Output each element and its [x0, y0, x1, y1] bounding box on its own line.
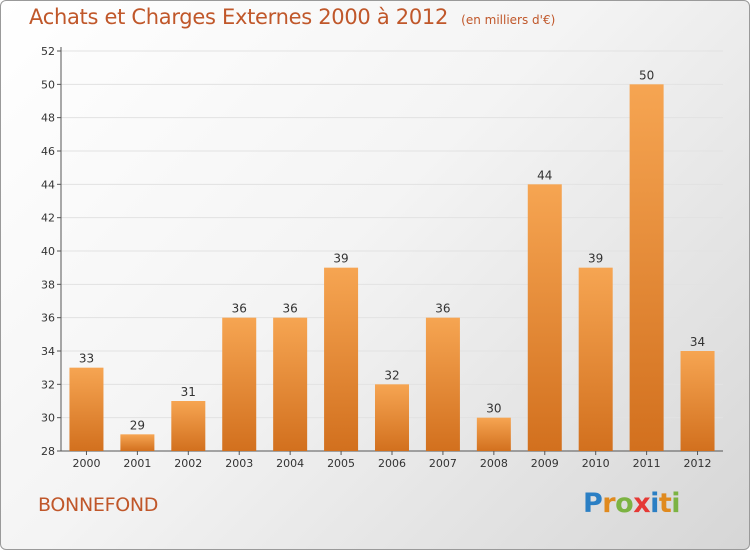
chart-subtitle: (en milliers d'€) — [461, 13, 556, 27]
bar — [222, 317, 257, 451]
bar-value-label: 31 — [181, 385, 196, 399]
x-tick-label: 2001 — [123, 457, 151, 470]
bar-value-label: 32 — [384, 368, 399, 382]
labels: 2000 33 2001 29 2002 31 2003 36 2004 36 2005 39 2006… — [72, 68, 711, 470]
bar — [375, 384, 409, 451]
y-tick-label: 50 — [41, 78, 55, 91]
bar-value-label: 36 — [232, 302, 247, 316]
bar-value-label: 33 — [79, 352, 94, 366]
x-tick-label: 2002 — [174, 457, 202, 470]
chart-title: Achats et Charges Externes 2000 à 2012 — [29, 5, 449, 29]
y-tick-label: 52 — [41, 45, 55, 58]
y-tick-label: 38 — [41, 278, 55, 291]
x-tick-label: 2010 — [582, 457, 610, 470]
bar-value-label: 39 — [333, 252, 348, 266]
x-tick-label: 2008 — [480, 457, 508, 470]
commune-name: BONNEFOND — [38, 494, 159, 516]
bar-value-label: 30 — [486, 402, 501, 416]
logo-letter: o — [615, 488, 634, 519]
y-tick-label: 28 — [41, 445, 55, 458]
bar — [476, 417, 511, 451]
y-tick-label: 48 — [41, 112, 55, 125]
x-tick-label: 2009 — [531, 457, 559, 470]
bar — [578, 267, 613, 451]
x-tick-label: 2012 — [684, 457, 712, 470]
bar-value-label: 34 — [690, 335, 705, 349]
logo-letter: x — [633, 488, 651, 519]
bar-value-label: 36 — [283, 302, 298, 316]
x-tick-label: 2003 — [225, 457, 253, 470]
bar — [527, 184, 562, 452]
bar — [171, 401, 206, 451]
y-tick-label: 42 — [41, 212, 55, 225]
bar — [680, 351, 715, 451]
y-tick-label: 32 — [41, 378, 55, 391]
y-tick-label: 30 — [41, 412, 55, 425]
logo-letter: P — [583, 488, 603, 519]
proxiti-logo: Proxiti — [583, 488, 681, 519]
x-tick-label: 2000 — [72, 457, 100, 470]
y-tick-label: 46 — [41, 145, 55, 158]
x-tick-label: 2005 — [327, 457, 355, 470]
bar — [69, 367, 104, 451]
logo-letter: i — [650, 488, 659, 519]
bar-value-label: 44 — [537, 168, 552, 182]
bar — [629, 84, 664, 451]
bar-value-label: 29 — [130, 418, 145, 432]
bar-value-label: 36 — [435, 302, 450, 316]
x-tick-label: 2007 — [429, 457, 457, 470]
x-tick-label: 2004 — [276, 457, 304, 470]
bar — [120, 434, 155, 451]
x-tick-label: 2011 — [633, 457, 661, 470]
logo-letter: r — [602, 488, 616, 519]
bar — [273, 317, 308, 451]
logo-letter: i — [671, 488, 681, 519]
bars — [69, 84, 715, 452]
y-tick-label: 36 — [41, 312, 55, 325]
y-tick-label: 40 — [41, 245, 55, 258]
y-tick-label: 44 — [41, 178, 55, 191]
bar-value-label: 39 — [588, 252, 603, 266]
logo-letter: t — [658, 488, 672, 519]
chart-title-block: Achats et Charges Externes 2000 à 2012 (… — [29, 5, 555, 29]
bar-value-label: 50 — [639, 68, 654, 82]
bar — [324, 267, 359, 451]
bar — [425, 317, 460, 451]
x-tick-label: 2006 — [378, 457, 406, 470]
y-tick-label: 34 — [41, 345, 55, 358]
